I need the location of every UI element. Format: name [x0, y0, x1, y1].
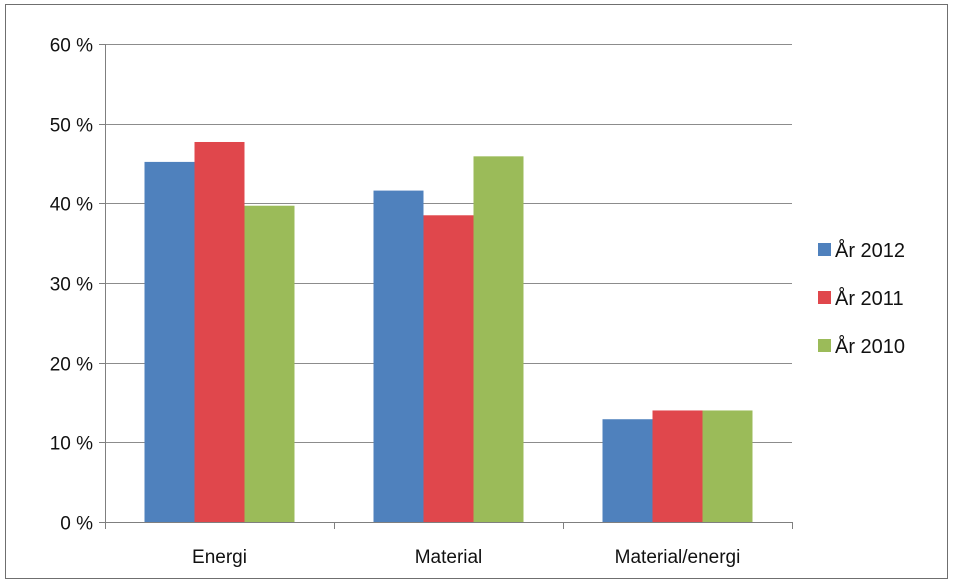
y-tick-label: 20 % — [50, 355, 93, 376]
bar — [602, 419, 653, 522]
bar — [702, 410, 753, 522]
y-tick-label: 60 % — [50, 36, 93, 57]
bar — [652, 410, 703, 522]
y-tick-label: 0 % — [60, 514, 93, 535]
bar — [244, 205, 295, 522]
bar — [194, 141, 245, 523]
legend-swatch — [818, 339, 831, 352]
legend-label: År 2010 — [835, 335, 905, 358]
legend-swatch — [818, 243, 831, 256]
legend-swatch — [818, 291, 831, 304]
y-tick-labels: 0 % 10 % 20 % 30 % 40 % 50 % 60 % — [50, 36, 93, 535]
bar — [473, 156, 524, 522]
legend: År 2012 År 2011 År 2010 — [818, 239, 905, 358]
y-tick-label: 30 % — [50, 275, 93, 296]
bar — [144, 161, 195, 522]
x-tick-label: Energi — [192, 547, 247, 568]
legend-label: År 2012 — [835, 239, 905, 262]
x-tick-label: Material — [415, 547, 483, 568]
axes — [99, 44, 793, 529]
bars — [144, 141, 753, 523]
bar — [423, 215, 474, 523]
bar — [373, 190, 424, 522]
y-tick-label: 10 % — [50, 434, 93, 455]
x-tick-labels: Energi Material Material/energi — [192, 547, 740, 568]
y-tick-label: 50 % — [50, 116, 93, 137]
y-tick-label: 40 % — [50, 195, 93, 216]
legend-label: År 2011 — [835, 287, 904, 310]
x-tick-label: Material/energi — [615, 547, 741, 568]
